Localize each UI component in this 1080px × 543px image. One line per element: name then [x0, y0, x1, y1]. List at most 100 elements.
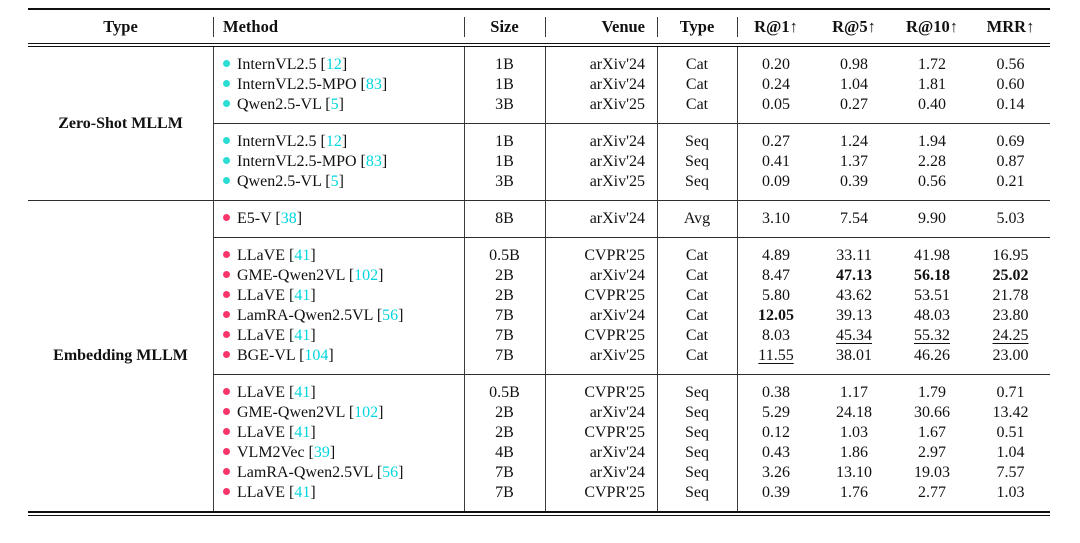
citation-link[interactable]: 41: [285, 484, 316, 501]
venue-cell: arXiv'24: [589, 76, 645, 93]
citation-link[interactable]: 41: [285, 287, 316, 304]
table-header-row: Type Method Size Venue Type R@1↑ R@5↑ R@…: [28, 10, 1050, 43]
metric-r10: 56.18: [914, 267, 950, 284]
rec-type-cell: Cat: [685, 76, 709, 93]
method-name: GME-Qwen2VL: [237, 267, 345, 284]
venue-cell: arXiv'24: [589, 133, 645, 150]
method-cell: LLaVE41: [213, 246, 464, 266]
method-bullet-icon: [223, 60, 230, 67]
group-content: E5-V38 8B arXiv'24 Avg 3.10 7.54 9.90 5.…: [213, 201, 1050, 511]
method-bullet-icon: [223, 488, 230, 495]
method-bullet-icon: [223, 251, 230, 258]
metric-r10: 2.28: [918, 153, 946, 170]
method-cell: LamRA-Qwen2.5VL56: [213, 306, 464, 326]
group-type-label: Zero-Shot MLLM: [58, 114, 183, 132]
citation-link[interactable]: 41: [285, 327, 316, 344]
citation-link[interactable]: 41: [285, 247, 316, 264]
metric-r1: 0.09: [762, 173, 790, 190]
metric-r5: 1.17: [840, 384, 868, 401]
metric-r5: 24.18: [836, 404, 872, 421]
table-row: LamRA-Qwen2.5VL56 7B arXiv'24 Cat 12.05 …: [213, 306, 1050, 326]
rec-type-cell: Seq: [685, 484, 709, 501]
size-cell: 2B: [495, 424, 514, 441]
metric-r1: 12.05: [758, 307, 794, 324]
method-bullet-icon: [223, 177, 230, 184]
metric-r1: 0.38: [762, 384, 790, 401]
subgroup-divider: [213, 123, 1050, 124]
citation-link[interactable]: 39: [305, 444, 336, 461]
subgroup-cat: InternVL2.512 1B arXiv'24 Cat 0.20 0.98 …: [213, 47, 1050, 123]
metric-r10: 1.79: [918, 384, 946, 401]
citation-link[interactable]: 41: [285, 424, 316, 441]
subgroup-seq: InternVL2.512 1B arXiv'24 Seq 0.27 1.24 …: [213, 124, 1050, 200]
size-cell: 1B: [495, 133, 514, 150]
method-cell: VLM2Vec39: [213, 443, 464, 463]
citation-link[interactable]: 83: [357, 153, 388, 170]
method-name: LLaVE: [237, 424, 285, 441]
bottom-rule: [28, 511, 1050, 516]
group-content: InternVL2.512 1B arXiv'24 Cat 0.20 0.98 …: [213, 47, 1050, 200]
table-row: Qwen2.5-VL5 3B arXiv'25 Seq 0.09 0.39 0.…: [213, 172, 1050, 192]
header-size: Size: [490, 17, 519, 36]
metric-r10: 0.56: [918, 173, 946, 190]
citation-link[interactable]: 41: [285, 384, 316, 401]
table-row: InternVL2.512 1B arXiv'24 Seq 0.27 1.24 …: [213, 132, 1050, 152]
citation-link[interactable]: 83: [357, 76, 388, 93]
citation-link[interactable]: 5: [321, 96, 344, 113]
citation-link[interactable]: 38: [271, 210, 302, 227]
size-cell: 0.5B: [489, 247, 520, 264]
metric-r5: 33.11: [836, 247, 872, 264]
citation-link[interactable]: 12: [317, 56, 348, 73]
metric-r5: 7.54: [840, 210, 868, 227]
metric-mrr: 0.60: [996, 76, 1025, 93]
table-row: InternVL2.5-MPO83 1B arXiv'24 Cat 0.24 1…: [213, 75, 1050, 95]
venue-cell: CVPR'25: [584, 287, 645, 304]
metric-mrr: 5.03: [996, 210, 1025, 227]
subgroup-divider: [213, 237, 1050, 238]
method-bullet-icon: [223, 157, 230, 164]
subgroup-divider: [213, 374, 1050, 375]
header-method: Method: [223, 17, 278, 36]
group-divider: [28, 200, 1050, 201]
venue-cell: arXiv'24: [589, 267, 645, 284]
citation-link[interactable]: 12: [317, 133, 348, 150]
metric-mrr: 23.00: [992, 347, 1029, 364]
method-name: BGE-VL: [237, 347, 296, 364]
citation-link[interactable]: 56: [373, 464, 404, 481]
metric-r10: 41.98: [914, 247, 950, 264]
method-cell: LLaVE41: [213, 326, 464, 346]
metric-r10: 1.94: [918, 133, 946, 150]
metric-mrr: 16.95: [992, 247, 1029, 264]
table-row: LLaVE41 2B CVPR'25 Cat 5.80 43.62 53.51 …: [213, 286, 1050, 306]
venue-cell: CVPR'25: [584, 484, 645, 501]
metric-r5: 47.13: [836, 267, 872, 284]
metric-r5: 43.62: [836, 287, 872, 304]
method-cell: InternVL2.512: [213, 132, 464, 152]
method-bullet-icon: [223, 351, 230, 358]
rec-type-cell: Seq: [685, 464, 709, 481]
citation-link[interactable]: 102: [345, 267, 384, 284]
rec-type-cell: Cat: [685, 56, 709, 73]
method-name: VLM2Vec: [237, 444, 305, 461]
method-bullet-icon: [223, 388, 230, 395]
metric-r10: 2.77: [918, 484, 946, 501]
venue-cell: arXiv'24: [589, 210, 645, 227]
results-table: Type Method Size Venue Type R@1↑ R@5↑ R@…: [28, 8, 1050, 516]
group-zero-shot-mllm: Zero-Shot MLLM InternVL2.512 1B arXiv'24…: [28, 47, 1050, 200]
table-body: Zero-Shot MLLM InternVL2.512 1B arXiv'24…: [28, 47, 1050, 511]
metric-r1: 0.05: [762, 96, 790, 113]
size-cell: 2B: [495, 404, 514, 421]
table-row: E5-V38 8B arXiv'24 Avg 3.10 7.54 9.90 5.…: [213, 209, 1050, 229]
metric-r1: 0.20: [762, 56, 790, 73]
metric-r10: 46.26: [914, 347, 950, 364]
citation-link[interactable]: 102: [345, 404, 384, 421]
citation-link[interactable]: 5: [321, 173, 344, 190]
metric-r10: 19.03: [914, 464, 950, 481]
table-row: InternVL2.5-MPO83 1B arXiv'24 Seq 0.41 1…: [213, 152, 1050, 172]
citation-link[interactable]: 56: [373, 307, 404, 324]
citation-link[interactable]: 104: [295, 347, 334, 364]
header-r5: R@5↑: [832, 17, 876, 36]
metric-r10: 53.51: [914, 287, 950, 304]
method-name: LamRA-Qwen2.5VL: [237, 307, 373, 324]
header-r1: R@1↑: [754, 17, 798, 36]
